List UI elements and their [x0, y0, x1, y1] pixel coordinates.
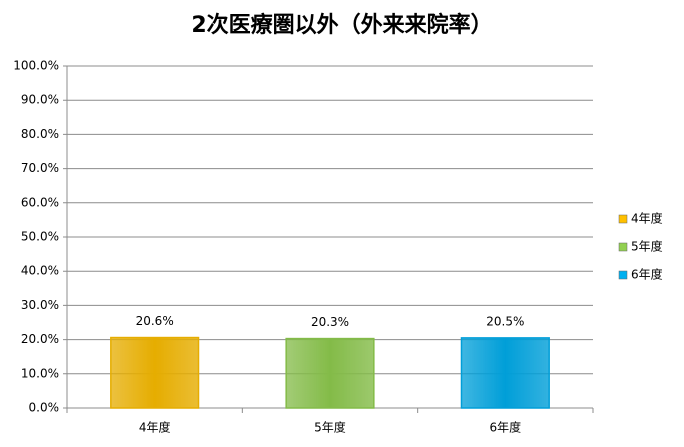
y-tick-label: 90.0%: [21, 93, 59, 107]
x-tick-label: 4年度: [139, 420, 171, 435]
y-tick-label: 100.0%: [13, 59, 59, 73]
y-tick-label: 40.0%: [21, 264, 59, 278]
legend-swatch: [618, 270, 628, 280]
y-tick-label: 0.0%: [29, 401, 60, 415]
legend-swatch: [618, 242, 628, 252]
value-label: 20.6%: [136, 314, 174, 328]
x-tick-label: 6年度: [490, 420, 522, 435]
y-tick-label: 80.0%: [21, 127, 59, 141]
bar: [460, 337, 550, 409]
y-tick-label: 30.0%: [21, 298, 59, 312]
y-tick-label: 50.0%: [21, 230, 59, 244]
value-label: 20.3%: [311, 315, 349, 329]
legend-label: 6年度: [631, 267, 663, 282]
y-tick-label: 60.0%: [21, 195, 59, 209]
bar: [110, 336, 200, 409]
value-label: 20.5%: [486, 314, 524, 328]
y-tick-label: 20.0%: [21, 332, 59, 346]
legend-label: 5年度: [631, 239, 663, 254]
legend-swatch: [618, 214, 628, 224]
chart-title: 2次医療圏以外（外来来院率）: [191, 12, 492, 38]
y-tick-label: 70.0%: [21, 161, 59, 175]
y-tick-label: 10.0%: [21, 366, 59, 380]
bar: [285, 337, 375, 409]
x-tick-label: 5年度: [314, 420, 346, 435]
legend-label: 4年度: [631, 211, 663, 226]
